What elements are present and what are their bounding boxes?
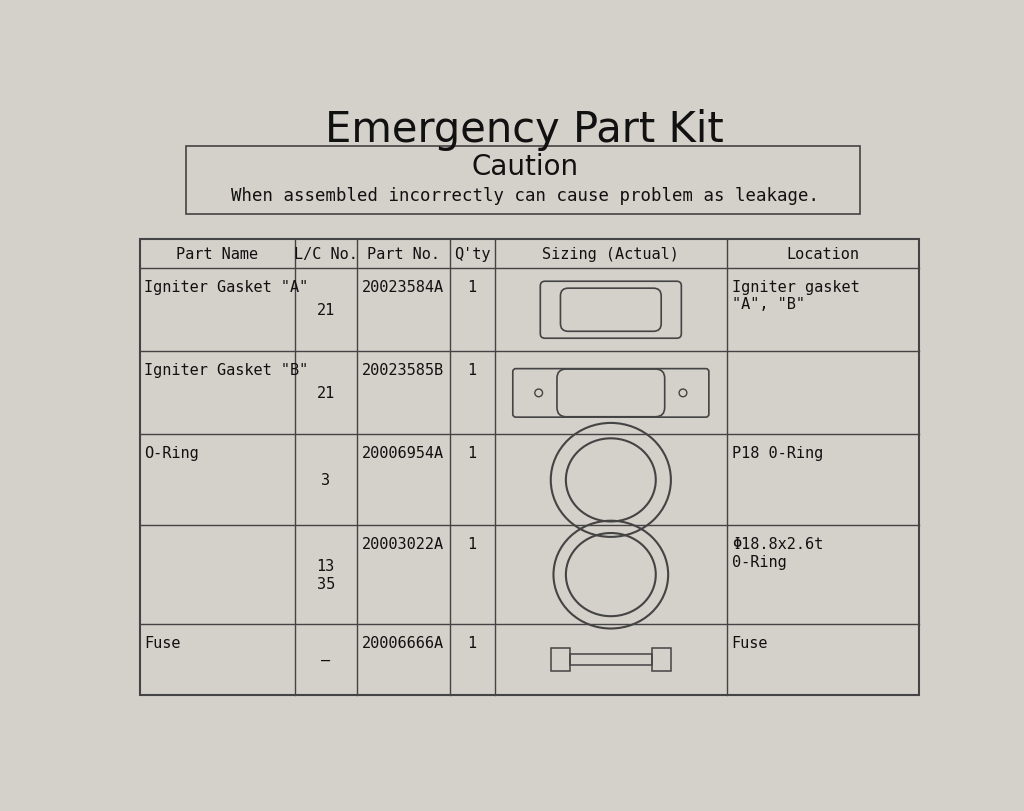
Text: 21: 21 — [316, 303, 335, 318]
Text: 20006954A: 20006954A — [362, 446, 444, 461]
Text: 21: 21 — [316, 386, 335, 401]
Text: 1: 1 — [468, 280, 476, 294]
Text: 20006666A: 20006666A — [362, 635, 444, 650]
Bar — [651, 648, 671, 671]
Text: 3: 3 — [322, 473, 330, 487]
Bar — [551, 648, 570, 671]
Text: Caution: Caution — [471, 152, 579, 181]
Text: 1: 1 — [468, 363, 476, 378]
Text: Part No.: Part No. — [367, 247, 439, 262]
Text: Part Name: Part Name — [176, 247, 258, 262]
Text: When assembled incorrectly can cause problem as leakage.: When assembled incorrectly can cause pro… — [230, 187, 819, 204]
Text: 1: 1 — [468, 536, 476, 551]
Bar — [139, 239, 920, 695]
Text: 1: 1 — [468, 635, 476, 650]
Text: –: – — [322, 652, 330, 667]
Text: Location: Location — [786, 247, 860, 262]
Text: 20003022A: 20003022A — [362, 536, 444, 551]
Text: Igniter gasket
"A", "B": Igniter gasket "A", "B" — [732, 280, 859, 312]
Text: O-Ring: O-Ring — [144, 446, 199, 461]
Bar — [186, 148, 860, 215]
Text: Igniter Gasket "B": Igniter Gasket "B" — [144, 363, 308, 378]
Text: Fuse: Fuse — [732, 635, 768, 650]
Bar — [570, 654, 651, 665]
Text: 13
35: 13 35 — [316, 559, 335, 591]
Text: Emergency Part Kit: Emergency Part Kit — [326, 109, 724, 151]
Text: Q'ty: Q'ty — [454, 247, 490, 262]
Text: Igniter Gasket "A": Igniter Gasket "A" — [144, 280, 308, 294]
Text: P18 0-Ring: P18 0-Ring — [732, 446, 823, 461]
Text: Sizing (Actual): Sizing (Actual) — [543, 247, 679, 262]
Text: Fuse: Fuse — [144, 635, 181, 650]
Text: 20023584A: 20023584A — [362, 280, 444, 294]
Text: Φ18.8x2.6t
0-Ring: Φ18.8x2.6t 0-Ring — [732, 536, 823, 569]
Text: L/C No.: L/C No. — [294, 247, 357, 262]
Text: 1: 1 — [468, 446, 476, 461]
Text: 20023585B: 20023585B — [362, 363, 444, 378]
